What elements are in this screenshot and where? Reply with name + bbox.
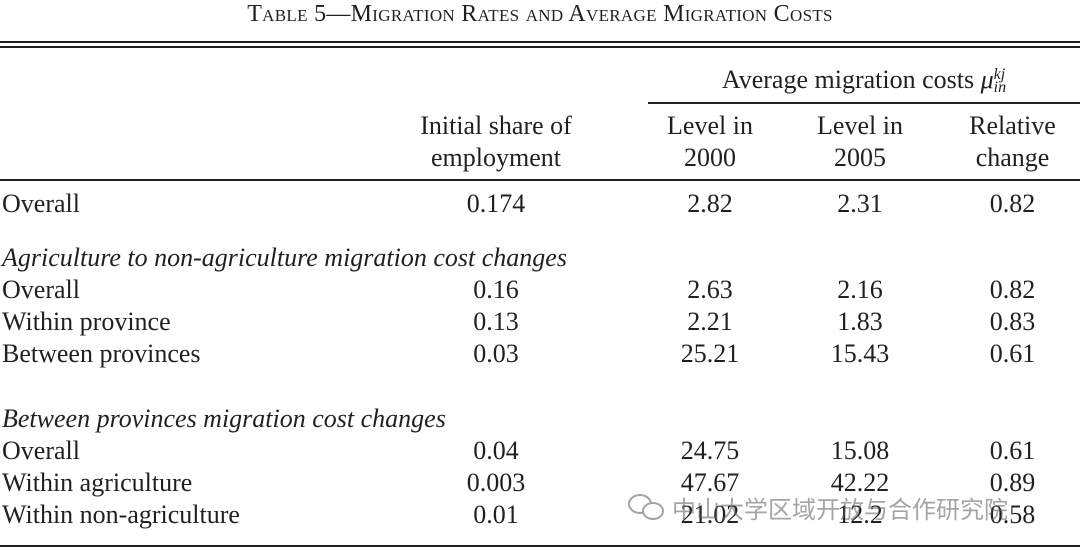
col-header-share-line2: employment [431,143,561,172]
cell-level2005: 2.16 [837,275,883,304]
cell-share: 0.03 [473,339,519,368]
cell-change: 0.58 [989,500,1036,529]
watermark: 中山大学区域开放与合作研究院 [628,490,1008,524]
row-label: Within agriculture [2,468,193,497]
cell-level2005: 15.08 [830,436,890,465]
wechat-icon [628,494,664,520]
cell-share: 0.04 [473,436,519,465]
table-title: Table 5—Migration Rates and Average Migr… [247,1,833,27]
mu-indices: kj in [993,66,1007,96]
row-label: Overall [2,275,80,304]
col-header-level2000-line1: Level in [667,111,753,140]
col-header-change-line2: change [975,143,1050,172]
row-label: Within province [2,307,171,336]
col-header-change-line1: Relative [969,111,1056,140]
cell-share: 0.174 [466,189,526,218]
col-header-level2005-line1: Level in [817,111,903,140]
header-rule [0,179,1080,181]
col-header-level2005-line2: 2005 [834,143,886,172]
cell-change: 0.82 [989,275,1036,304]
cell-change: 0.61 [989,436,1036,465]
mu-superscript: kj [993,66,1006,83]
cell-level2005: 2.31 [837,189,883,218]
section-heading: Agriculture to non-agriculture migration… [2,243,567,272]
cell-level2000: 25.21 [680,339,740,368]
cell-change: 0.61 [989,339,1036,368]
cell-level2000: 24.75 [680,436,740,465]
cell-change: 0.89 [989,468,1036,497]
cell-share: 0.01 [473,500,519,529]
watermark-text: 中山大学区域开放与合作研究院 [672,495,1008,524]
span-header: Average migration costs μ kj in [648,64,1080,96]
cell-level2000: 2.21 [687,307,733,336]
col-header-level2000-line2: 2000 [684,143,736,172]
span-header-rule [648,102,1080,104]
cell-level2005: 15.43 [830,339,890,368]
col-header-share-line1: Initial share of [420,111,572,140]
cell-level2000: 47.67 [680,468,740,497]
cell-level2005: 42.22 [830,468,890,497]
mu-symbol: μ [980,65,994,94]
row-label: Overall [2,189,80,218]
section-heading: Between provinces migration cost changes [2,404,446,433]
top-rule-inner [0,46,1080,48]
cell-change: 0.82 [989,189,1036,218]
cell-share: 0.16 [473,275,519,304]
cell-level2000: 2.82 [687,189,733,218]
cell-level2005: 1.83 [837,307,883,336]
top-rule [0,41,1080,43]
cell-change: 0.83 [989,307,1036,336]
bottom-rule [0,545,1080,547]
span-header-text: Average migration costs [721,65,981,94]
cell-level2005: 12.2 [837,500,883,529]
mu-subscript: in [993,79,1007,96]
row-label: Within non-agriculture [2,500,240,529]
cell-level2000: 2.63 [687,275,733,304]
cell-share: 0.003 [466,468,526,497]
row-label: Overall [2,436,80,465]
row-label: Between provinces [2,339,201,368]
cell-share: 0.13 [473,307,519,336]
cell-level2000: 21.02 [680,500,740,529]
